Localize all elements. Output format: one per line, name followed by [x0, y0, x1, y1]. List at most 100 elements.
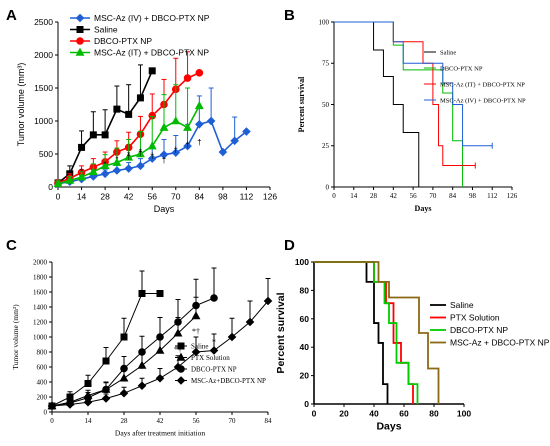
x-tick-label-c: 84: [265, 417, 273, 425]
series-b-2: [334, 21, 476, 169]
x-tick-label-c: 70: [229, 417, 237, 425]
data-point-c-3: [209, 346, 219, 355]
data-point-c-3: [245, 317, 255, 327]
x-tick-label-a: 98: [218, 192, 228, 202]
legend-marker-c-3: [176, 376, 186, 385]
data-point-a-1: [148, 67, 156, 75]
y-tick-label-d: 40: [300, 342, 310, 352]
y-tick-label-c: 1800: [33, 273, 48, 281]
x-tick-label-a: 0: [56, 192, 61, 202]
data-point-a-1: [113, 105, 121, 113]
data-point-a-3: [53, 178, 63, 187]
survival-curve-d-2: [314, 261, 419, 404]
y-tick-label-b: 0: [326, 183, 330, 191]
data-point-a-0: [147, 154, 157, 163]
x-tick-label-d: 20: [339, 409, 349, 419]
significance-mark-a: †: [174, 146, 178, 155]
x-tick-label-a: 112: [240, 192, 254, 202]
x-tick-label-b: 84: [449, 192, 457, 200]
x-tick-label-a: 28: [100, 192, 110, 202]
data-point-a-1: [125, 110, 133, 118]
x-tick-label-a: 126: [263, 192, 277, 202]
legend-label-b-0: Saline: [440, 49, 456, 56]
legend-marker-c-0: [177, 342, 185, 350]
x-axis-label-b: Days: [415, 204, 432, 213]
data-point-a-0: [171, 148, 181, 157]
significance-mark-c: *: [212, 338, 216, 347]
y-tick-label-c: 2000: [33, 258, 48, 266]
significance-mark-a: †: [126, 152, 130, 161]
data-point-c-0: [156, 290, 164, 297]
x-tick-label-a: 14: [77, 192, 87, 202]
chart-panel-d: 0 20 40 60 80 100 0 20 40 60 80 100 Days Percent surv…: [275, 257, 550, 433]
data-point-a-2: [183, 74, 192, 82]
data-point-a-1: [78, 143, 86, 151]
panel-label-b: B: [284, 7, 295, 24]
data-point-c-3: [101, 394, 111, 403]
legend-marker-c-2: [177, 365, 185, 373]
panel-label-d: D: [284, 237, 295, 254]
y-tick-label-c: 1600: [33, 288, 48, 296]
y-axis-label-b: Percent survival: [297, 76, 306, 132]
data-point-a-1: [136, 94, 144, 102]
y-axis-label-c: Tumor volume (mm³): [11, 304, 20, 370]
survival-curve-b-2: [334, 21, 476, 167]
data-point-c-3: [155, 373, 165, 383]
data-point-a-3: [124, 152, 134, 161]
data-point-a-0: [112, 166, 122, 175]
x-tick-label-b: 14: [350, 192, 358, 200]
data-point-c-1: [191, 311, 201, 320]
x-tick-label-a: 84: [195, 192, 205, 202]
data-point-a-0: [195, 119, 204, 129]
legend-label-c-1: PTX Solution: [191, 354, 230, 362]
data-point-c-1: [173, 328, 183, 337]
data-point-a-3: [88, 166, 98, 176]
legend-marker-a-0: [75, 13, 85, 23]
x-axis-label-d: Days: [376, 421, 401, 433]
data-point-a-3: [112, 157, 122, 166]
legend-label-a-1: Saline: [94, 24, 118, 34]
data-point-a-0: [183, 141, 192, 151]
data-point-c-0: [138, 290, 146, 297]
y-tick-label-a: 2000: [34, 50, 53, 60]
data-point-c-3: [137, 381, 147, 391]
significance-mark-a: *: [139, 148, 142, 157]
x-tick-label-a: 42: [124, 192, 134, 202]
data-point-a-3: [147, 141, 157, 150]
y-tick-label-a: 500: [39, 149, 53, 159]
x-tick-label-d: 0: [312, 409, 317, 419]
legend-label-a-0: MSC-Az (IV) + DBCO-PTX NP: [94, 13, 210, 23]
legend-label-d-2: DBCO-PTX NP: [450, 325, 508, 335]
y-tick-label-d: 80: [300, 285, 310, 295]
series-c-2: [48, 267, 218, 410]
series-d-0: [314, 261, 389, 404]
x-tick-label-c: 28: [121, 417, 129, 425]
significance-mark-a: *: [80, 167, 83, 176]
series-b-0: [334, 21, 420, 187]
significance-mark-a: *: [104, 160, 107, 169]
data-point-c-3: [47, 401, 57, 411]
data-point-a-3: [171, 116, 181, 125]
panel-label-a: A: [6, 7, 17, 24]
significance-mark-c: *: [140, 365, 144, 374]
data-point-a-1: [89, 131, 97, 139]
chart-panel-c: 0 14 28 42 56 70 84 0 200 400 600 800 1000 1200 1400 16…: [11, 258, 273, 438]
data-point-a-2: [195, 69, 204, 77]
x-tick-label-b: 56: [410, 192, 418, 200]
data-point-a-3: [100, 161, 110, 170]
data-point-c-0: [120, 333, 128, 341]
data-point-c-2: [102, 385, 110, 394]
y-tick-label-c: 600: [37, 363, 48, 371]
series-b-1: [334, 21, 464, 187]
x-axis-label-c: Days after treatment initiation: [115, 429, 205, 438]
legend-marker-a-2: [76, 37, 84, 45]
legend-d: Saline PTX Solution DBCO-PTX NP MSC-Az + DB…: [430, 300, 550, 347]
significance-mark-c: *†: [192, 327, 200, 336]
y-tick-label-b: 25: [322, 142, 330, 150]
survival-curve-d-0: [314, 261, 389, 404]
data-point-a-3: [194, 100, 204, 110]
legend-label-b-2: MSC-Az (IT) + DBCO-PTX NP: [440, 81, 525, 88]
data-point-a-3: [136, 149, 145, 158]
y-axis-label-a: Tumor volume (mm³): [16, 63, 26, 147]
